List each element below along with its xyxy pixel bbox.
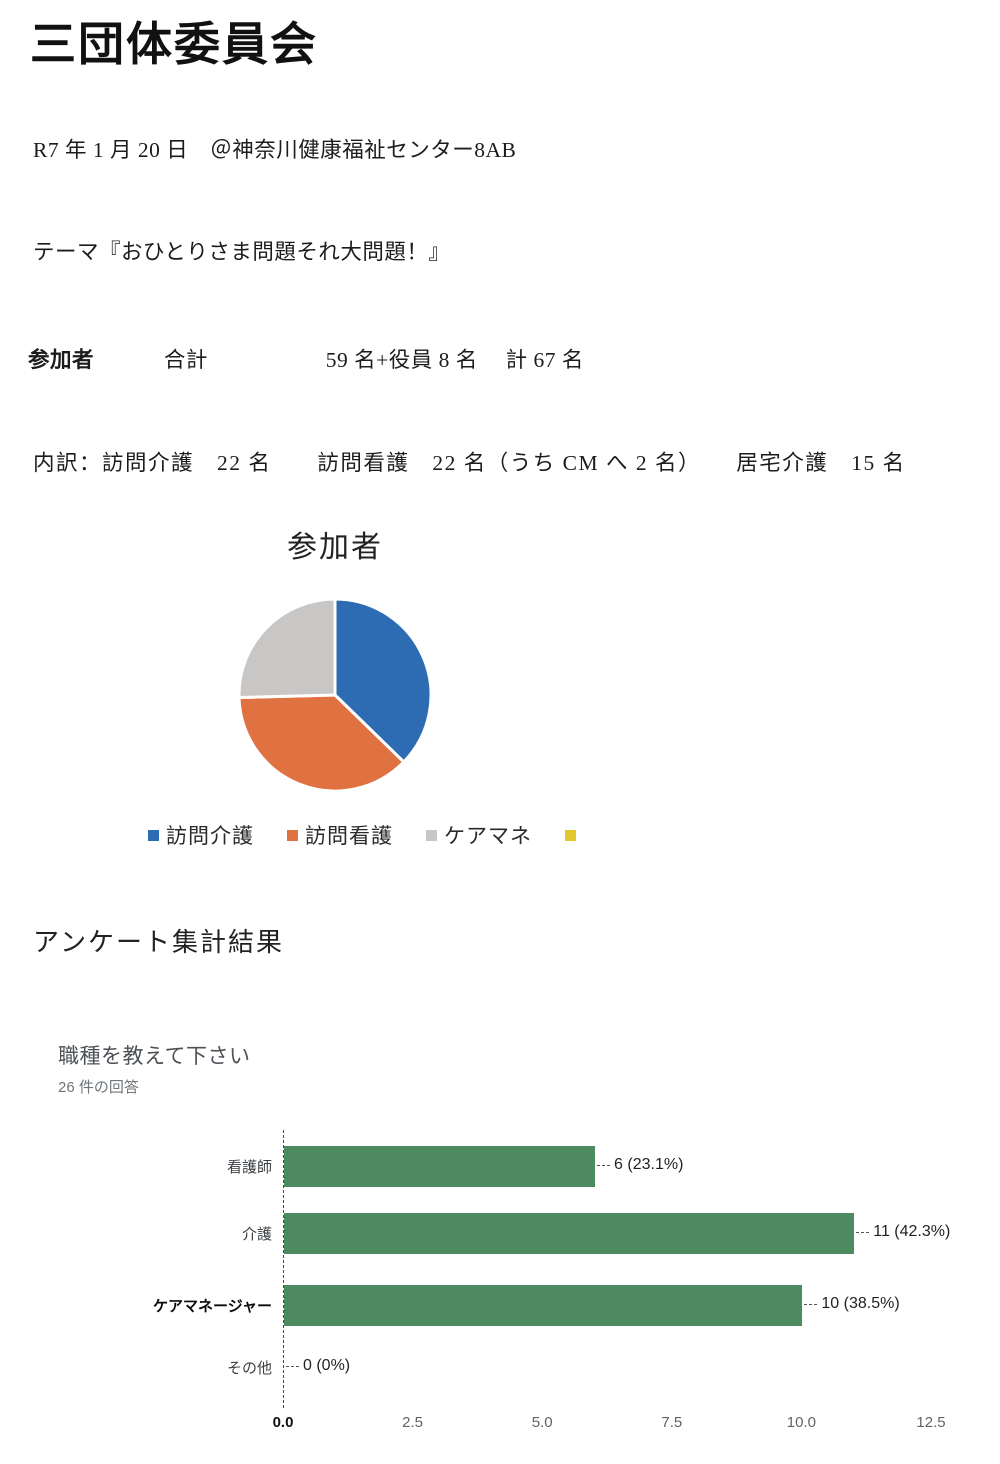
bar-category-label: 介護 (241, 1226, 272, 1243)
bar-category-label: その他 (226, 1360, 272, 1377)
legend-swatch-yellow (565, 829, 576, 841)
legend-item-caremane: ケアマネ (426, 820, 532, 850)
legend-swatch-orange (287, 829, 298, 841)
participants-pie-chart (237, 597, 433, 793)
date-venue-line: R7 年 1 月 20 日 ＠神奈川健康福祉センター8AB (33, 138, 517, 162)
bar-category-label: 看護師 (226, 1159, 272, 1176)
pie-chart-title: 参加者 (287, 531, 383, 564)
bar-chart-title: 職種を教えて下さい (58, 1045, 251, 1068)
x-axis-tick: 5.0 (531, 1414, 553, 1431)
bar-category-label: ケアマネージャー (153, 1298, 272, 1315)
legend-label: 訪問看護 (305, 824, 393, 848)
bar-value-label: 11 (42.3%) (873, 1223, 951, 1240)
bar-value-label: 10 (38.5%) (821, 1295, 900, 1312)
survey-results-heading: アンケート集計結果 (33, 928, 284, 957)
x-axis-tick: 2.5 (402, 1414, 424, 1431)
bar-value-leader (856, 1232, 870, 1233)
breakdown-line: 内訳：訪問介護 22 名 訪問看護 22 名（うち CM へ 2 名） 居宅介護… (33, 451, 906, 475)
legend-swatch-blue (148, 829, 159, 841)
theme-line: テーマ『おひとりさま問題それ大問題！』 (33, 240, 451, 264)
legend-label: ケアマネ (444, 824, 532, 848)
bar-chart-response-count: 26 件の回答 (58, 1079, 139, 1096)
participants-line: 参加者 合計 59 名+役員 8 名 計 67 名 (28, 343, 584, 374)
bar-value-label: 6 (23.1%) (614, 1156, 684, 1173)
bar-kangoshi (284, 1145, 596, 1187)
bar-chart-y-axis (283, 1130, 284, 1408)
legend-label: 訪問介護 (166, 824, 254, 848)
legend-item-empty (565, 829, 583, 841)
x-axis-tick: 0.0 (272, 1414, 294, 1431)
legend-item-houmon-kaigo: 訪問介護 (148, 820, 254, 850)
participants-label: 参加者 (28, 348, 95, 372)
participants-count: 59 名+役員 8 名 (325, 348, 478, 372)
x-axis-tick: 12.5 (916, 1414, 946, 1431)
bar-value-label: 0 (0%) (303, 1357, 351, 1374)
bar-caremanager (284, 1284, 803, 1326)
bar-value-leader (804, 1304, 818, 1305)
bar-kaigo (284, 1212, 855, 1254)
x-axis-tick: 10.0 (786, 1414, 816, 1431)
participants-grand-total: 計 67 名 (505, 348, 584, 372)
x-axis-tick: 7.5 (661, 1414, 683, 1431)
legend-item-houmon-kango: 訪問看護 (287, 820, 393, 850)
participants-total-label: 合計 (163, 348, 208, 372)
document-title: 三団体委員会 (30, 19, 318, 70)
bar-value-leader (286, 1366, 299, 1367)
bar-value-leader (597, 1165, 611, 1166)
pie-legend: 訪問介護 訪問看護 ケアマネ (148, 820, 708, 850)
legend-swatch-gray (426, 829, 437, 841)
